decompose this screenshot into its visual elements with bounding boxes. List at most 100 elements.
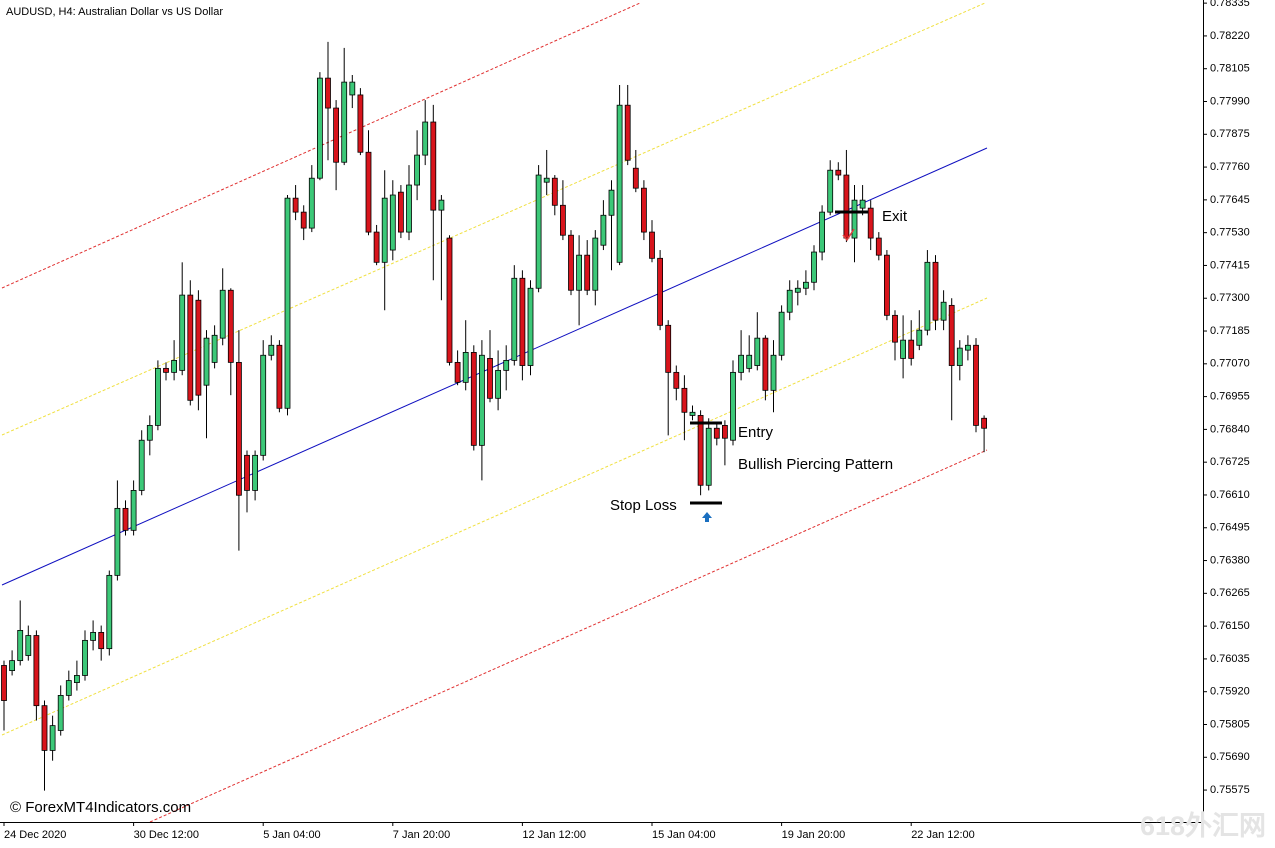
candle-body: [325, 77, 331, 109]
y-tick-label: 0.76725: [1210, 456, 1250, 468]
y-tick-label: 0.77645: [1210, 194, 1250, 206]
candle-body: [308, 177, 315, 229]
y-tick-label: 0.76265: [1210, 587, 1250, 599]
candle-body: [511, 277, 518, 361]
candle-body: [875, 237, 882, 256]
candle-body: [722, 424, 728, 439]
candle-body: [114, 507, 121, 576]
candle-body: [965, 344, 971, 351]
candle-body: [163, 367, 169, 373]
x-tick-label: 5 Jan 04:00: [263, 829, 321, 841]
candle-body: [235, 361, 242, 496]
candle-body: [138, 439, 145, 491]
y-tick-label: 0.76150: [1210, 620, 1250, 632]
candle-body: [1, 665, 7, 701]
candle-body: [973, 344, 979, 426]
candle-body: [827, 169, 834, 213]
candle-body: [130, 490, 137, 531]
candle-body: [884, 254, 890, 316]
candle-body: [803, 281, 809, 289]
y-tick-label: 0.76380: [1210, 554, 1250, 566]
y-tick-label: 0.77300: [1210, 292, 1250, 304]
y-tick-label: 0.77875: [1210, 128, 1250, 140]
candle-body: [276, 344, 283, 409]
y-tick-label: 0.77760: [1210, 161, 1250, 173]
candle-body: [74, 675, 80, 683]
candle-body: [227, 289, 234, 363]
candle-body: [49, 725, 56, 751]
candle-body: [430, 121, 437, 211]
candle-body: [835, 169, 842, 176]
candle-body: [892, 314, 898, 343]
y-tick-label: 0.75805: [1210, 718, 1250, 730]
x-tick-label: 19 Jan 20:00: [782, 829, 846, 841]
candle-body: [900, 339, 906, 359]
channel-lower-red: [149, 449, 988, 823]
candle-body: [122, 507, 129, 531]
y-tick-label: 0.76955: [1210, 391, 1250, 403]
candle-body: [438, 199, 445, 211]
buy-arrow: [702, 512, 712, 522]
y-tick-label: 0.75690: [1210, 751, 1250, 763]
candle-body: [819, 211, 825, 253]
candle-body: [478, 354, 485, 446]
candle-body: [406, 184, 412, 233]
candle-body: [17, 629, 24, 662]
annotation: Exit: [882, 208, 908, 225]
candle-body: [859, 199, 866, 209]
candle-body: [171, 359, 178, 373]
x-tick-label: 12 Jan 12:00: [522, 829, 586, 841]
candle-body: [98, 631, 105, 650]
watermark-logo: 618外汇网: [1140, 811, 1266, 841]
y-tick-label: 0.78335: [1210, 0, 1250, 9]
candle-body: [600, 214, 607, 246]
candle-body: [916, 329, 923, 346]
candle-body: [341, 81, 348, 163]
candle-body: [948, 304, 955, 366]
watermark: © ForexMT4Indicators.com: [10, 799, 191, 816]
candle-body: [90, 631, 96, 641]
candle-body: [154, 367, 161, 426]
y-tick-label: 0.76840: [1210, 423, 1250, 435]
candle-body: [851, 199, 858, 239]
trade-markers: [690, 210, 868, 522]
candle-body: [41, 705, 48, 751]
candle-body: [697, 415, 704, 486]
candle-body: [641, 187, 647, 233]
candle-body: [746, 354, 753, 369]
y-tick-label: 0.77990: [1210, 95, 1250, 107]
candle-body: [649, 231, 655, 259]
y-tick-label: 0.78105: [1210, 63, 1250, 75]
candle-body: [260, 354, 267, 456]
candle-body: [608, 189, 615, 216]
candle-body: [624, 104, 631, 161]
x-tick-label: 24 Dec 2020: [4, 829, 66, 841]
candle-body: [414, 154, 421, 186]
candle-body: [365, 151, 372, 233]
candle-body: [940, 301, 947, 321]
candle-body: [219, 289, 226, 339]
candle-body: [908, 339, 915, 359]
candle-body: [349, 81, 356, 96]
candle-body: [551, 177, 558, 206]
y-tick-label: 0.77415: [1210, 259, 1250, 271]
candle-body: [576, 254, 582, 291]
candle-body: [82, 639, 88, 676]
candle-body: [543, 177, 550, 183]
x-tick-label: 22 Jan 12:00: [911, 829, 975, 841]
y-tick-label: 0.78220: [1210, 30, 1250, 42]
candle-body: [770, 354, 777, 391]
candle-body: [519, 277, 526, 366]
y-tick-label: 0.75575: [1210, 784, 1250, 796]
y-tick-label: 0.77185: [1210, 325, 1250, 337]
chart-title: AUDUSD, H4: Australian Dollar vs US Doll…: [6, 6, 223, 18]
candle-body: [146, 424, 153, 441]
candle-body: [268, 344, 275, 356]
annotation: Bullish Piercing Pattern: [738, 456, 893, 473]
candle-body: [568, 234, 574, 291]
candle-body: [754, 337, 761, 366]
candle-body: [487, 357, 493, 399]
candle-body: [422, 121, 429, 156]
candle-body: [397, 191, 404, 233]
exit-check: [842, 228, 855, 242]
